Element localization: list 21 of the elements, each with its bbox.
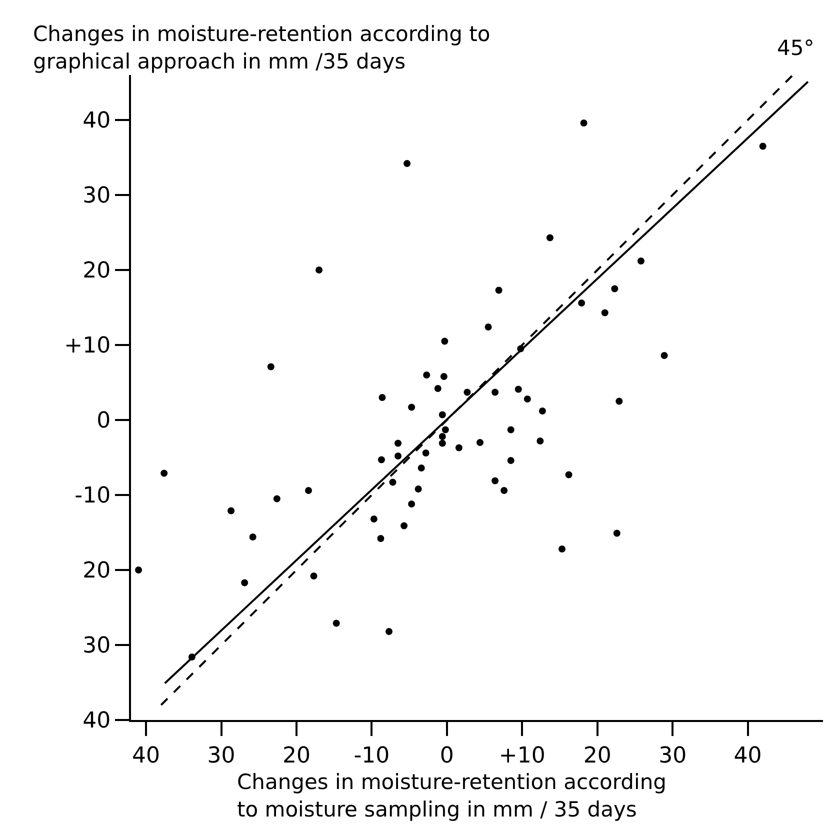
x-tick-label: -10 (354, 743, 390, 768)
y-tick-label: 30 (82, 184, 111, 209)
x-tick-label: 30 (658, 743, 687, 768)
y-tick-label: 20 (82, 558, 111, 584)
y-tick-label: 40 (82, 708, 111, 734)
y-tick-label: 30 (82, 634, 111, 659)
x-tick-label: +10 (498, 743, 546, 768)
y-tick-label: 20 (82, 258, 111, 284)
x-tick-label: 40 (734, 743, 762, 768)
y-tick-label: 40 (82, 108, 111, 134)
x-axis-title: Changes in moisture-retention according to moisture sampling in mm / 35 days (237, 770, 666, 822)
x-tick-label: 20 (282, 743, 310, 768)
x-tick-label: 0 (440, 743, 454, 768)
x-tick-label: 30 (207, 743, 236, 768)
y-tick-label: 0 (96, 408, 111, 434)
y-tick-label: +10 (64, 334, 111, 359)
x-tick-label: 40 (132, 743, 160, 768)
text: 45° (777, 36, 814, 60)
y-tick-label: -10 (74, 484, 111, 509)
x-tick-label: 20 (583, 743, 612, 768)
y-axis-title: Changes in moisture-retention according to graphical approach in mm /35 days (33, 22, 490, 74)
